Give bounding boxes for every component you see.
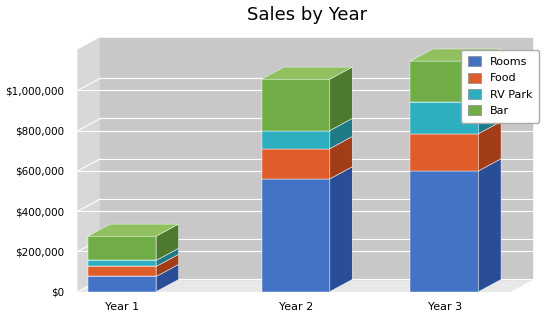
Polygon shape [478,90,501,134]
Polygon shape [78,38,101,292]
Polygon shape [262,167,352,179]
Polygon shape [330,118,352,149]
Polygon shape [410,159,501,171]
Legend: Rooms, Food, RV Park, Bar: Rooms, Food, RV Park, Bar [461,50,539,123]
Polygon shape [478,121,501,171]
Polygon shape [330,167,352,292]
Polygon shape [330,136,352,179]
Polygon shape [478,159,501,292]
Polygon shape [410,61,478,102]
Polygon shape [101,38,532,280]
Polygon shape [330,67,352,130]
Polygon shape [88,224,179,236]
Polygon shape [262,118,352,130]
Polygon shape [88,254,179,266]
Polygon shape [262,179,330,292]
Polygon shape [88,276,156,292]
Polygon shape [88,236,156,260]
Polygon shape [156,254,179,276]
Polygon shape [410,171,478,292]
Polygon shape [88,260,156,266]
Polygon shape [262,67,352,79]
Polygon shape [410,90,501,102]
Polygon shape [156,224,179,260]
Polygon shape [88,248,179,260]
Polygon shape [262,149,330,179]
Polygon shape [156,248,179,266]
Polygon shape [410,121,501,134]
Polygon shape [156,264,179,292]
Polygon shape [78,280,532,292]
Polygon shape [478,49,501,102]
Polygon shape [410,49,501,61]
Title: Sales by Year: Sales by Year [247,5,367,24]
Polygon shape [88,266,156,276]
Polygon shape [262,136,352,149]
Polygon shape [410,134,478,171]
Polygon shape [262,79,330,130]
Polygon shape [262,130,330,149]
Polygon shape [410,102,478,134]
Polygon shape [88,264,179,276]
